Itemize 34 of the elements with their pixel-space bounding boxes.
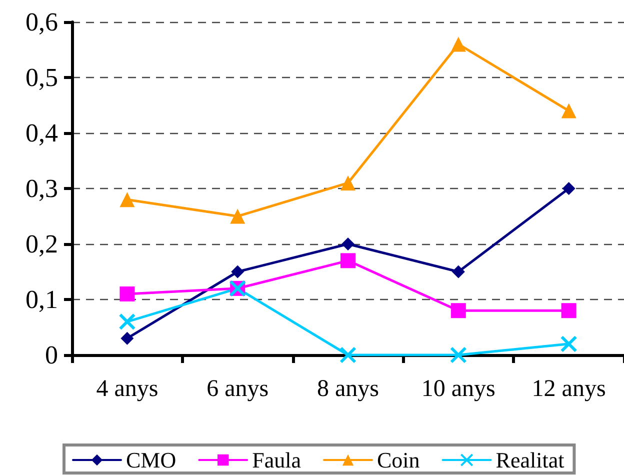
y-tick-label: 0,4 xyxy=(26,118,58,148)
y-tick-label: 0,3 xyxy=(26,174,58,203)
point xyxy=(561,103,576,118)
point xyxy=(450,36,466,52)
y-tick-label: 0,2 xyxy=(26,230,58,258)
point xyxy=(452,265,465,278)
legend-label: Coin xyxy=(377,448,420,472)
x-tick-label: 6 anys xyxy=(206,376,269,402)
point xyxy=(340,175,356,190)
point xyxy=(120,286,135,302)
legend-label: CMO xyxy=(126,448,176,472)
y-tick-label: 0,5 xyxy=(26,63,58,92)
point xyxy=(450,346,467,364)
x-tick-label: 4 anys xyxy=(96,376,158,402)
point xyxy=(340,346,356,364)
point xyxy=(120,192,135,208)
point xyxy=(230,208,246,224)
point xyxy=(342,238,354,250)
point xyxy=(450,303,466,318)
point xyxy=(340,253,356,268)
point xyxy=(561,303,576,318)
y-tick-label: 0 xyxy=(45,340,58,370)
legend-label: Realitat xyxy=(496,448,564,472)
point xyxy=(562,182,576,195)
y-tick-label: 0,1 xyxy=(26,285,58,314)
x-tick-label: 8 anys xyxy=(317,376,379,402)
legend-label: Faula xyxy=(252,448,302,472)
x-tick-label: 10 anys xyxy=(421,376,496,402)
point xyxy=(120,332,134,345)
point xyxy=(118,313,136,330)
point xyxy=(231,265,244,278)
y-tick-label: 0,6 xyxy=(26,8,58,36)
point xyxy=(560,335,578,352)
x-tick-label: 12 anys xyxy=(532,376,606,402)
